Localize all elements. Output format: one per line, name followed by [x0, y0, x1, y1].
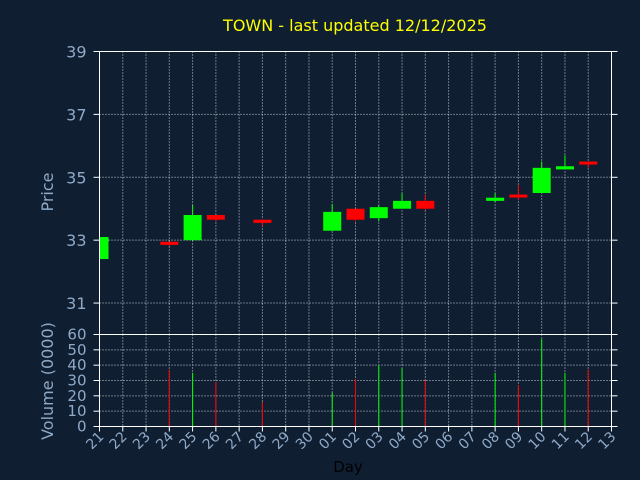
candle-body — [509, 194, 528, 198]
price-tick-label: 35 — [66, 168, 86, 187]
day-axis-ticks: 21 22 23 24 25 26 27 28 29 30 01 02 03 04 05 06 07 08 09 10… — [83, 426, 619, 453]
volume-axis-label: Volume (0000) — [38, 322, 57, 440]
price-tick-label: 33 — [66, 231, 86, 250]
volume-tick-label: 50 — [67, 341, 86, 359]
candle-body — [579, 161, 598, 165]
candle-body — [416, 200, 435, 209]
candle-body — [532, 167, 551, 193]
volume-tick-label: 40 — [67, 356, 86, 374]
candle-body — [253, 219, 272, 223]
candle-body — [369, 207, 388, 219]
chart-title: TOWN - last updated 12/12/2025 — [222, 16, 487, 35]
candle-body — [323, 211, 342, 231]
volume-tick-label: 60 — [67, 326, 86, 344]
x-axis-label: Day — [333, 458, 363, 476]
volume-bars — [168, 339, 589, 427]
candle-body — [183, 215, 202, 241]
price-axis-label: Price — [38, 172, 57, 211]
candle-body — [346, 208, 365, 220]
candle-body — [160, 241, 179, 245]
volume-tick-label: 20 — [67, 387, 86, 405]
volume-tick-label: 0 — [77, 418, 87, 436]
price-tick-label: 37 — [66, 105, 86, 124]
candle-body — [555, 166, 574, 170]
volume-tick-label: 10 — [67, 402, 86, 420]
price-tick-label: 39 — [66, 43, 86, 62]
volume-tick-label: 30 — [67, 372, 86, 390]
candle-body — [206, 215, 225, 220]
candle-body — [99, 237, 109, 260]
price-axis-ticks: 31 33 35 37 39 — [66, 43, 618, 313]
candlesticks — [99, 155, 598, 260]
candle-body — [486, 197, 505, 201]
candle-body — [393, 200, 412, 209]
price-tick-label: 31 — [66, 294, 86, 313]
